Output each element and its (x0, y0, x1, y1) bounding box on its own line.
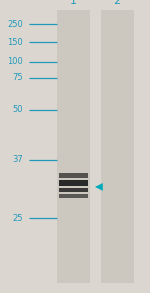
Text: 100: 100 (8, 57, 23, 66)
Text: 75: 75 (13, 73, 23, 82)
Bar (59, 173, 88, 178)
Bar (59, 180, 88, 186)
Text: 150: 150 (8, 38, 23, 47)
Bar (100, 10, 134, 283)
Bar (59, 194, 88, 198)
Bar (59, 188, 88, 192)
Text: 37: 37 (12, 155, 23, 164)
Text: 25: 25 (13, 214, 23, 223)
Text: 1: 1 (70, 0, 77, 6)
Text: 50: 50 (13, 105, 23, 114)
Text: 250: 250 (8, 20, 23, 28)
Text: 2: 2 (113, 0, 121, 6)
Bar (57, 10, 90, 283)
